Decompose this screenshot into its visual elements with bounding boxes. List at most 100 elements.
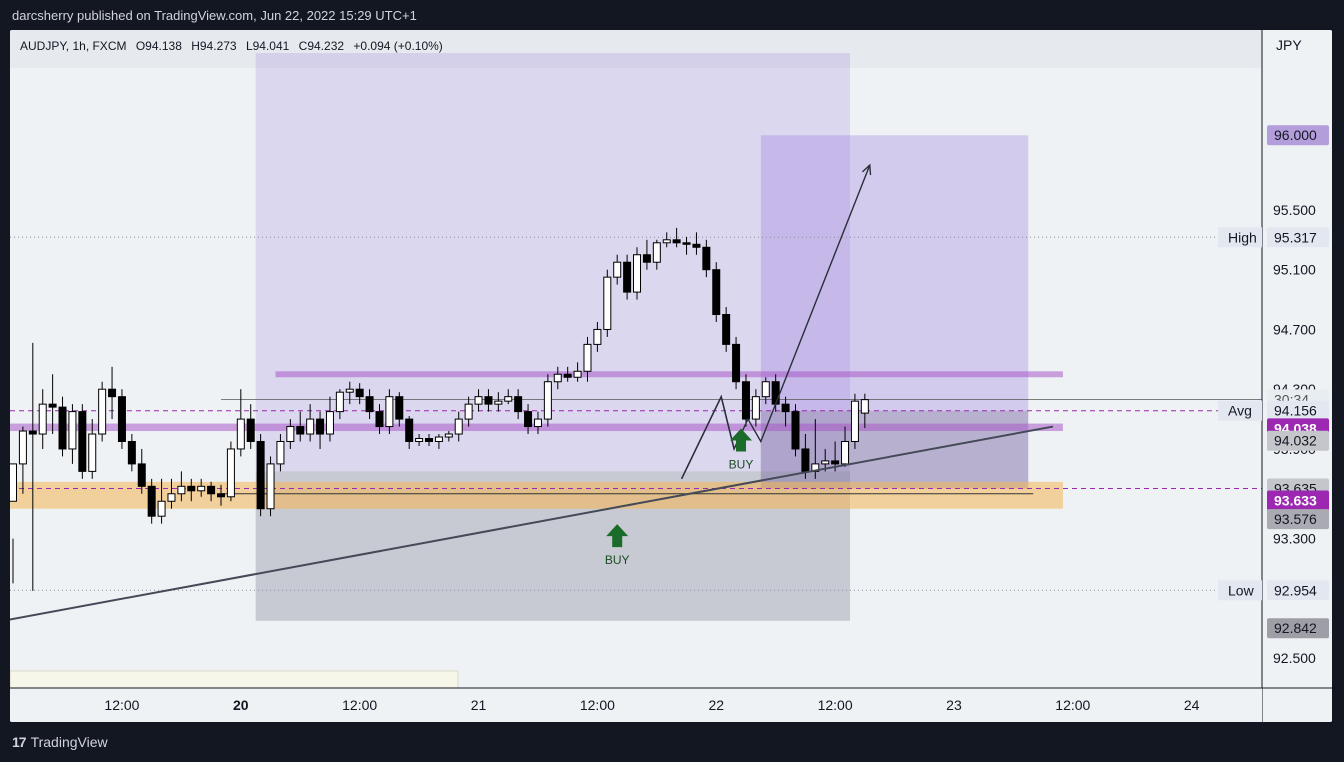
tradingview-logo[interactable]: 17 TradingView (12, 734, 108, 750)
price-label-box (1267, 125, 1329, 146)
candle-body (821, 460, 830, 465)
candle-body (771, 381, 780, 405)
price-label-box (1267, 580, 1329, 601)
candle-body (682, 242, 691, 245)
publish-text: darcsherry published on TradingView.com,… (12, 8, 417, 23)
candle-body (741, 381, 750, 420)
low-value: L94.041 (245, 39, 290, 53)
x-tick-label: 22 (708, 697, 724, 713)
volume-pane (10, 670, 459, 689)
time-axis (10, 688, 1262, 722)
candle-body (385, 396, 394, 428)
tradingview-wordmark: TradingView (30, 734, 108, 750)
price-label-value: 93.576 (1274, 511, 1317, 527)
price-side-box (1218, 227, 1262, 248)
candle-body (68, 411, 77, 450)
resistance-band (275, 371, 1063, 378)
candle-body (365, 396, 374, 413)
tradingview-mark-icon: 17 (12, 734, 27, 750)
candle-body (613, 261, 622, 278)
footer: 17 TradingView (0, 722, 1344, 762)
candle-body (533, 418, 542, 428)
candle-body (78, 411, 87, 472)
candle-body (652, 242, 661, 263)
candle-body (672, 239, 681, 244)
candle-body (831, 460, 840, 465)
candle-body (524, 411, 533, 428)
candle-body (791, 411, 800, 450)
candle-body (395, 396, 404, 420)
wedge-lines (680, 394, 735, 480)
y-tick-label: 95.500 (1273, 202, 1316, 218)
candle-body (494, 400, 503, 405)
x-tick-label: 24 (1184, 697, 1200, 713)
price-side-box (1218, 580, 1262, 601)
price-side-label: Avg (1228, 403, 1252, 419)
candle-body (751, 396, 760, 420)
candle-body (286, 426, 295, 442)
candle-body (484, 396, 493, 405)
price-label-box (1267, 400, 1329, 421)
candle-body (236, 418, 245, 450)
candle-body (603, 276, 612, 330)
candle-body (325, 411, 334, 435)
candle-body (860, 399, 869, 414)
x-tick-label: 20 (233, 697, 249, 713)
candle-body (405, 418, 414, 442)
price-label-value: 94.156 (1274, 403, 1317, 419)
candle-body (335, 391, 344, 413)
buy-arrow-icon (606, 524, 629, 548)
support-band (10, 423, 1063, 432)
candle-body (623, 261, 632, 293)
price-label-value: 96.000 (1274, 127, 1317, 143)
candle-body (108, 388, 117, 398)
publish-header: darcsherry published on TradingView.com,… (0, 0, 1344, 30)
candle-body (157, 500, 166, 517)
candle-body (474, 396, 483, 405)
buy-arrow-icon (730, 428, 753, 452)
price-label-value: 94.032 (1274, 433, 1317, 449)
candle-body (306, 418, 315, 435)
candle-body (48, 403, 57, 408)
candle-body (801, 448, 810, 472)
price-label-value: 92.842 (1274, 620, 1317, 636)
currency-label: JPY (1276, 37, 1302, 53)
candle-body (18, 430, 27, 465)
x-tick-label: 12:00 (818, 697, 853, 713)
candle-body (434, 436, 443, 442)
candle-body (316, 418, 325, 435)
candle-body (147, 485, 156, 517)
symbol-label[interactable]: AUDJPY, 1h, FXCM (20, 39, 127, 53)
price-label-value: 93.633 (1274, 493, 1317, 509)
candle-body (504, 396, 513, 402)
price-label-box (1267, 227, 1329, 248)
candle-body (692, 243, 701, 248)
x-tick-label: 12:00 (342, 697, 377, 713)
candle-body (425, 438, 434, 442)
candle-body (543, 381, 552, 420)
candle-body (28, 430, 37, 435)
candle-body (593, 328, 602, 345)
price-chart[interactable]: BUYBUYJPY92.50093.30093.90094.30094.7009… (10, 30, 1332, 722)
candle-body (137, 463, 146, 487)
demand-zone (10, 481, 1063, 509)
candle-body (256, 440, 265, 510)
candle-body (722, 314, 731, 345)
x-tick-label: 23 (946, 697, 962, 713)
price-side-label: High (1228, 229, 1257, 245)
candle-body (553, 373, 562, 383)
price-side-label: Low (1228, 582, 1255, 598)
big-purple-box (255, 53, 850, 472)
candle-body (98, 388, 107, 435)
x-tick-label: 12:00 (1055, 697, 1090, 713)
candle-body (10, 463, 17, 502)
chart-area[interactable]: BUYBUYJPY92.50093.30093.90094.30094.7009… (10, 30, 1332, 722)
candle-body (464, 403, 473, 420)
candle-body (732, 343, 741, 383)
candle-body (850, 400, 859, 442)
price-label-box (1267, 430, 1329, 451)
candle-body (276, 440, 285, 465)
candle-body (88, 433, 97, 472)
candle-body (117, 396, 126, 442)
price-label-box (1267, 490, 1329, 511)
